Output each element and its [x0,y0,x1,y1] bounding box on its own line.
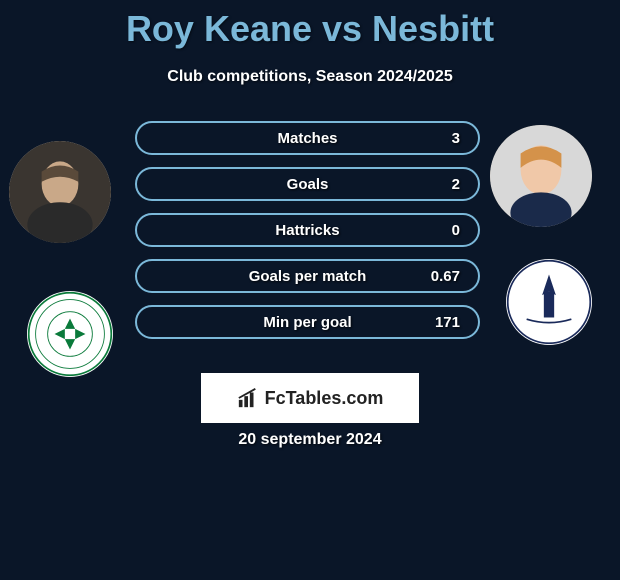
stat-label: Hattricks [137,222,478,239]
player-right-badge [506,259,592,345]
stat-value: 3 [452,130,460,147]
stat-row-goals-per-match: Goals per match 0.67 [135,259,480,293]
chart-icon [237,387,259,409]
brand-text: FcTables.com [265,388,384,409]
stat-value: 171 [435,314,460,331]
date-text: 20 september 2024 [0,431,620,449]
stat-row-min-per-goal: Min per goal 171 [135,305,480,339]
brand-box: FcTables.com [201,373,419,423]
subtitle: Club competitions, Season 2024/2025 [0,68,620,86]
stat-label: Goals per match [137,268,478,285]
stat-value: 2 [452,176,460,193]
stat-label: Matches [137,130,478,147]
stat-row-hattricks: Hattricks 0 [135,213,480,247]
stat-value: 0.67 [431,268,460,285]
stat-row-goals: Goals 2 [135,167,480,201]
player-left-avatar [9,141,111,243]
player-right-avatar [490,125,592,227]
stat-label: Min per goal [137,314,478,331]
page-title: Roy Keane vs Nesbitt [0,0,620,50]
stat-row-matches: Matches 3 [135,121,480,155]
stat-label: Goals [137,176,478,193]
stat-value: 0 [452,222,460,239]
stats-container: Matches 3 Goals 2 Hattricks 0 Goals per … [135,121,480,351]
player-left-badge [27,291,113,377]
